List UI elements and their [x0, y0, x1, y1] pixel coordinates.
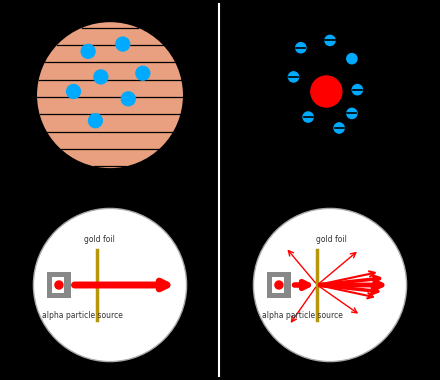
- Bar: [51, 277, 64, 293]
- Circle shape: [55, 281, 63, 289]
- Text: gold foil: gold foil: [84, 235, 114, 244]
- Circle shape: [253, 208, 407, 362]
- Circle shape: [81, 44, 95, 58]
- Circle shape: [33, 208, 187, 362]
- Circle shape: [288, 72, 299, 82]
- Circle shape: [334, 123, 344, 133]
- Text: alpha particle source: alpha particle source: [262, 312, 343, 320]
- Text: alpha particle source: alpha particle source: [42, 312, 123, 320]
- Circle shape: [66, 85, 81, 98]
- Circle shape: [116, 37, 130, 51]
- Circle shape: [347, 54, 357, 64]
- Bar: [47, 272, 71, 298]
- Circle shape: [296, 43, 306, 53]
- Circle shape: [303, 112, 313, 122]
- Circle shape: [88, 114, 103, 128]
- Circle shape: [121, 92, 135, 106]
- Circle shape: [311, 76, 342, 107]
- Circle shape: [94, 70, 108, 84]
- Text: gold foil: gold foil: [316, 235, 347, 244]
- Bar: [271, 277, 284, 293]
- Circle shape: [275, 281, 283, 289]
- Circle shape: [347, 108, 357, 119]
- Circle shape: [352, 85, 363, 95]
- Circle shape: [37, 22, 183, 168]
- Circle shape: [325, 35, 335, 46]
- Bar: [267, 272, 291, 298]
- Circle shape: [136, 66, 150, 80]
